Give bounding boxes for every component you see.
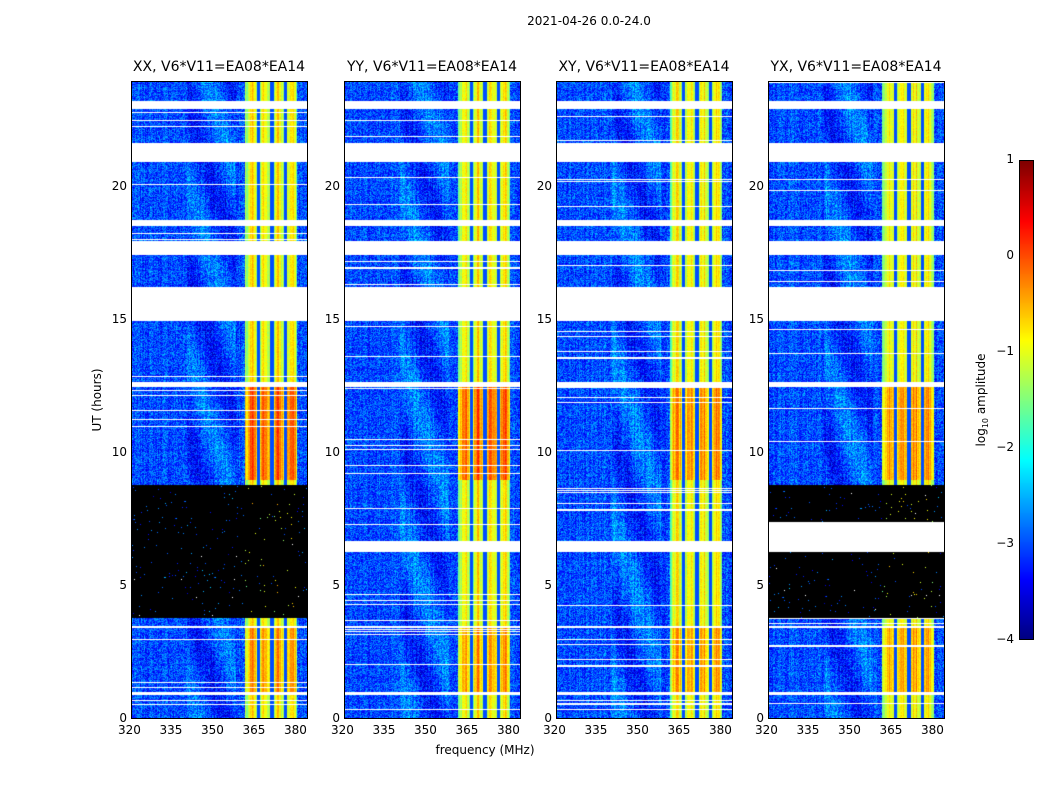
heatmap-image (132, 82, 307, 718)
x-tick-label: 365 (667, 723, 691, 737)
y-tick-label: 5 (119, 578, 127, 593)
heatmap-panel (131, 81, 308, 719)
x-tick-label: 320 (755, 723, 778, 737)
x-tick-label: 365 (242, 723, 266, 737)
y-tick-label: 15 (111, 312, 127, 327)
x-tick-label: 380 (708, 723, 732, 737)
x-tick-label: 350 (200, 723, 224, 737)
y-tick-label: 20 (324, 179, 340, 194)
y-tick-label: 5 (756, 578, 764, 593)
x-tick-label: 350 (837, 723, 861, 737)
y-tick-label: 5 (544, 578, 552, 593)
y-tick-label: 15 (324, 312, 340, 327)
y-tick-label: 15 (748, 312, 764, 327)
colorbar-tick-label: −1 (996, 344, 1014, 358)
colorbar (1019, 160, 1034, 640)
x-tick-label: 380 (496, 723, 520, 737)
heatmap-image (769, 82, 944, 718)
x-tick-label: 380 (283, 723, 307, 737)
y-axis-label: UT (hours) (90, 368, 104, 432)
panel-title: YX, V6*V11=EA08*EA14 (770, 59, 942, 75)
x-tick-label: 350 (625, 723, 649, 737)
colorbar-label: log10 amplitude (973, 353, 991, 447)
y-tick-label: 0 (119, 711, 127, 725)
heatmap-panel (556, 81, 733, 719)
y-tick-label: 0 (544, 711, 552, 725)
heatmap-panel (768, 81, 945, 719)
x-tick-label: 335 (584, 723, 608, 737)
colorbar-tick-label: −2 (996, 440, 1014, 454)
heatmap-image (557, 82, 732, 718)
colorbar-tick-label: 1 (1006, 152, 1014, 166)
y-tick-label: 0 (756, 711, 764, 725)
panel-title: XX, V6*V11=EA08*EA14 (132, 59, 306, 75)
x-tick-label: 320 (331, 723, 354, 737)
x-tick-label: 335 (796, 723, 820, 737)
panel-title: YY, V6*V11=EA08*EA14 (346, 59, 518, 75)
heatmap-panel (344, 81, 521, 719)
x-tick-label: 365 (879, 723, 903, 737)
x-tick-label: 335 (372, 723, 396, 737)
colorbar-tick-label: −3 (996, 536, 1014, 550)
y-tick-label: 0 (332, 711, 340, 725)
y-tick-label: 10 (324, 445, 340, 460)
x-axis-label: frequency (MHz) (435, 743, 535, 757)
colorbar-tick-label: 0 (1006, 248, 1014, 262)
x-tick-label: 335 (159, 723, 183, 737)
x-tick-label: 365 (455, 723, 479, 737)
y-tick-label: 5 (332, 578, 340, 593)
y-tick-label: 10 (748, 445, 764, 460)
panel-title: XY, V6*V11=EA08*EA14 (558, 59, 730, 75)
y-tick-label: 20 (111, 179, 127, 194)
y-tick-label: 20 (536, 179, 552, 194)
heatmap-image (345, 82, 520, 718)
x-tick-label: 380 (920, 723, 944, 737)
x-tick-label: 320 (118, 723, 141, 737)
figure-title: 2021-04-26 0.0-24.0 (527, 14, 651, 28)
y-tick-label: 20 (748, 179, 764, 194)
colorbar-tick-label: −4 (996, 632, 1014, 646)
y-tick-label: 10 (536, 445, 552, 460)
y-tick-label: 15 (536, 312, 552, 327)
x-tick-label: 320 (543, 723, 566, 737)
x-tick-label: 350 (413, 723, 437, 737)
y-tick-label: 10 (111, 445, 127, 460)
